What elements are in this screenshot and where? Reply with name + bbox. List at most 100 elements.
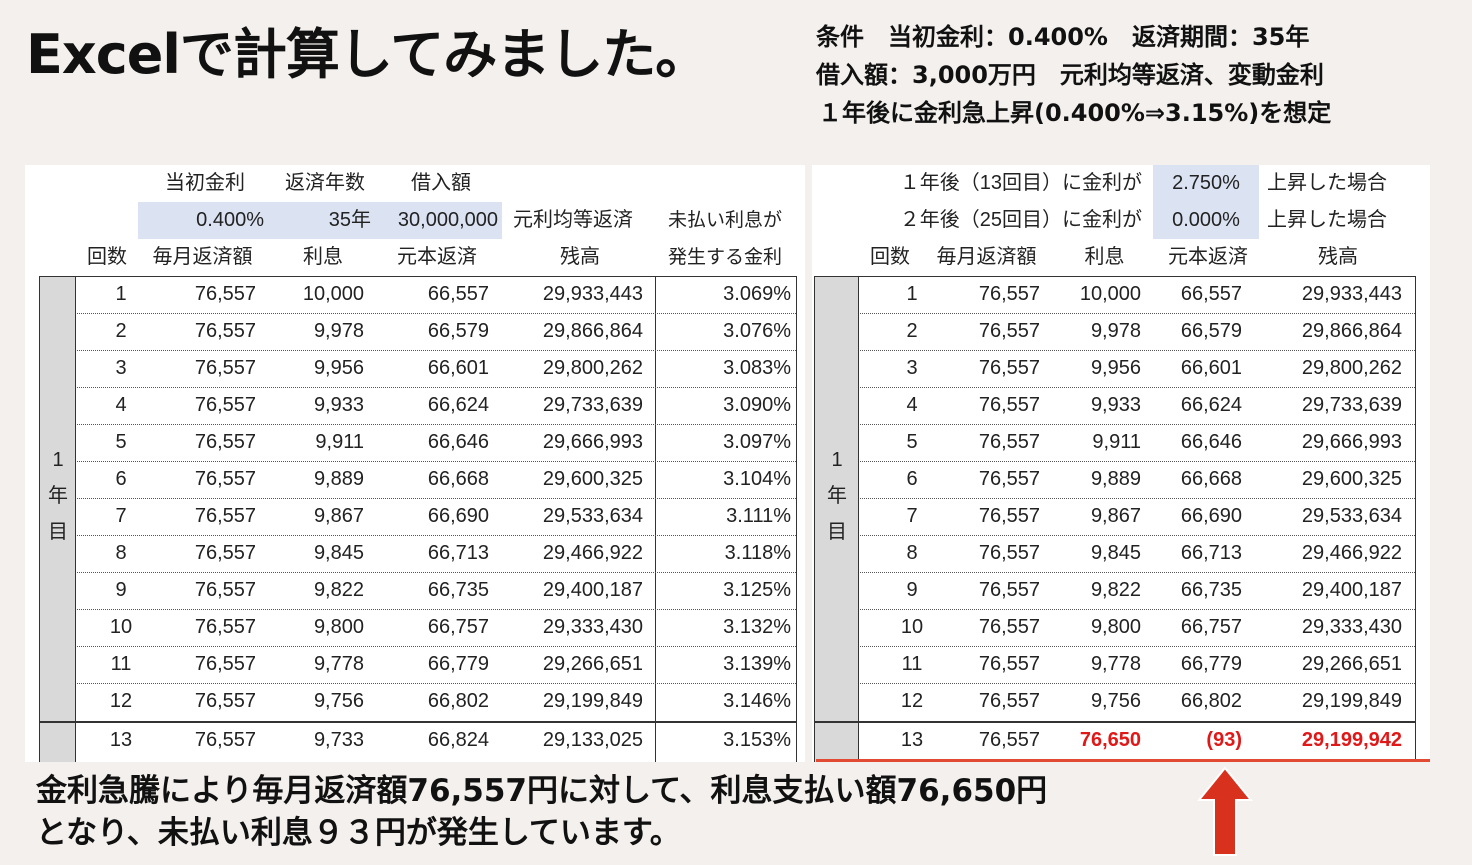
cell-principal: 66,557: [1180, 283, 1242, 305]
year2-frame: [814, 722, 1416, 762]
cell-balance: 29,666,993: [1301, 431, 1402, 453]
cell-payment: 76,557: [194, 653, 256, 675]
cell-rate: 3.132%: [723, 616, 791, 638]
cell-no: 3: [115, 357, 127, 379]
cell-rate: 3.069%: [723, 283, 791, 305]
cell-no: 8: [906, 542, 918, 564]
year-label: 年: [827, 485, 847, 507]
cell-interest: 10,000: [1079, 283, 1141, 305]
cell-payment: 76,557: [978, 579, 1040, 601]
row-divider: [860, 646, 1415, 647]
cell-no: 11: [110, 653, 132, 675]
cell-interest: 9,822: [1090, 579, 1141, 601]
row-divider: [77, 350, 796, 351]
cell-no: 11: [901, 653, 923, 675]
cell-payment: 76,557: [194, 394, 256, 416]
cell-no: 10: [109, 616, 133, 638]
cell-interest: 9,956: [313, 357, 364, 379]
cell-payment: 76,557: [978, 283, 1040, 305]
cell-no: 13: [900, 729, 924, 751]
cell-principal: 66,802: [427, 690, 489, 712]
cell-balance: 29,400,187: [1301, 579, 1402, 601]
cell-balance: 29,466,922: [1301, 542, 1402, 564]
cell-principal: 66,779: [1180, 653, 1242, 675]
year-label: 年: [48, 485, 68, 507]
cell-interest: 9,733: [313, 729, 364, 751]
cell-payment: 76,557: [194, 729, 256, 751]
row-divider: [77, 461, 796, 462]
cell-principal: 66,557: [427, 283, 489, 305]
cell-principal: 66,624: [1180, 394, 1242, 416]
cell-payment: 76,557: [978, 616, 1040, 638]
column-header: 回数: [87, 246, 127, 268]
year-column: [815, 277, 859, 721]
column-header: 元本返済: [1168, 246, 1248, 268]
param-value: 35年: [268, 202, 375, 239]
cell-interest: 9,778: [1090, 653, 1141, 675]
cell-balance: 29,866,864: [542, 320, 643, 342]
page-title: Excelで計算してみました。: [26, 23, 709, 86]
row-divider: [77, 683, 796, 684]
cell-no: 13: [109, 729, 133, 751]
cell-balance: 29,266,651: [542, 653, 643, 675]
cell-principal: 66,735: [1180, 579, 1242, 601]
cell-balance: 29,466,922: [542, 542, 643, 564]
row-divider: [77, 609, 796, 610]
column-header: 利息: [303, 246, 343, 268]
cell-no: 5: [906, 431, 918, 453]
method-label: 元利均等返済: [513, 209, 633, 231]
column-header: 残高: [1318, 246, 1358, 268]
cell-interest: 9,845: [1090, 542, 1141, 564]
cell-principal: 66,624: [427, 394, 489, 416]
cell-interest-highlight: 76,650: [1079, 729, 1141, 751]
cell-principal: 66,735: [427, 579, 489, 601]
param-label: 当初金利: [165, 172, 245, 194]
cell-interest: 9,911: [315, 431, 364, 453]
cell-no: 9: [906, 579, 918, 601]
column-header: 元本返済: [397, 246, 477, 268]
cell-balance: 29,800,262: [1301, 357, 1402, 379]
cell-balance: 29,533,634: [1301, 505, 1402, 527]
cell-principal: 66,668: [427, 468, 489, 490]
cell-payment: 76,557: [978, 690, 1040, 712]
cell-interest: 9,867: [1090, 505, 1141, 527]
row-divider: [860, 535, 1415, 536]
cell-rate: 3.083%: [723, 357, 791, 379]
cell-balance: 29,333,430: [542, 616, 643, 638]
cell-rate: 3.076%: [723, 320, 791, 342]
cell-no: 9: [115, 579, 127, 601]
year-label: 目: [48, 521, 68, 543]
column-header: 残高: [560, 246, 600, 268]
param-label: 返済年数: [285, 172, 365, 194]
cell-balance: 29,333,430: [1301, 616, 1402, 638]
cell-principal: 66,824: [427, 729, 489, 751]
cell-rate: 3.097%: [723, 431, 791, 453]
year1-frame: [39, 276, 797, 722]
cell-balance: 29,600,325: [542, 468, 643, 490]
condition-line: １年後に金利急上昇(0.400%⇒3.15%)を想定: [818, 99, 1332, 127]
cell-no: 6: [906, 468, 918, 490]
note-line: 未払い利息が: [668, 210, 783, 231]
cell-principal: 66,757: [1180, 616, 1242, 638]
cell-balance: 29,533,634: [542, 505, 643, 527]
scenario-label: １年後（13回目）に金利が: [899, 172, 1142, 194]
left-spreadsheet: 当初金利 返済年数 借入額 0.400% 35年 30,000,000 元利均等…: [25, 165, 805, 762]
cell-interest: 9,933: [313, 394, 364, 416]
year-column: [40, 723, 76, 762]
param-label: 借入額: [411, 172, 471, 194]
column-header: 利息: [1084, 246, 1125, 268]
cell-principal: 66,601: [1180, 357, 1242, 379]
row-divider: [77, 387, 796, 388]
cell-payment: 76,557: [978, 505, 1040, 527]
column-header: 毎月返済額: [936, 246, 1037, 268]
cell-no: 10: [900, 616, 924, 638]
cell-balance: 29,133,025: [542, 729, 643, 751]
row-divider: [860, 350, 1415, 351]
scenario-rate: 2.750%: [1153, 165, 1259, 202]
cell-rate: 3.146%: [723, 690, 791, 712]
year1-frame: [814, 276, 1416, 722]
year2-frame: [39, 722, 797, 762]
row-divider: [77, 535, 796, 536]
cell-payment: 76,557: [978, 320, 1040, 342]
cell-no: 1: [115, 283, 127, 305]
